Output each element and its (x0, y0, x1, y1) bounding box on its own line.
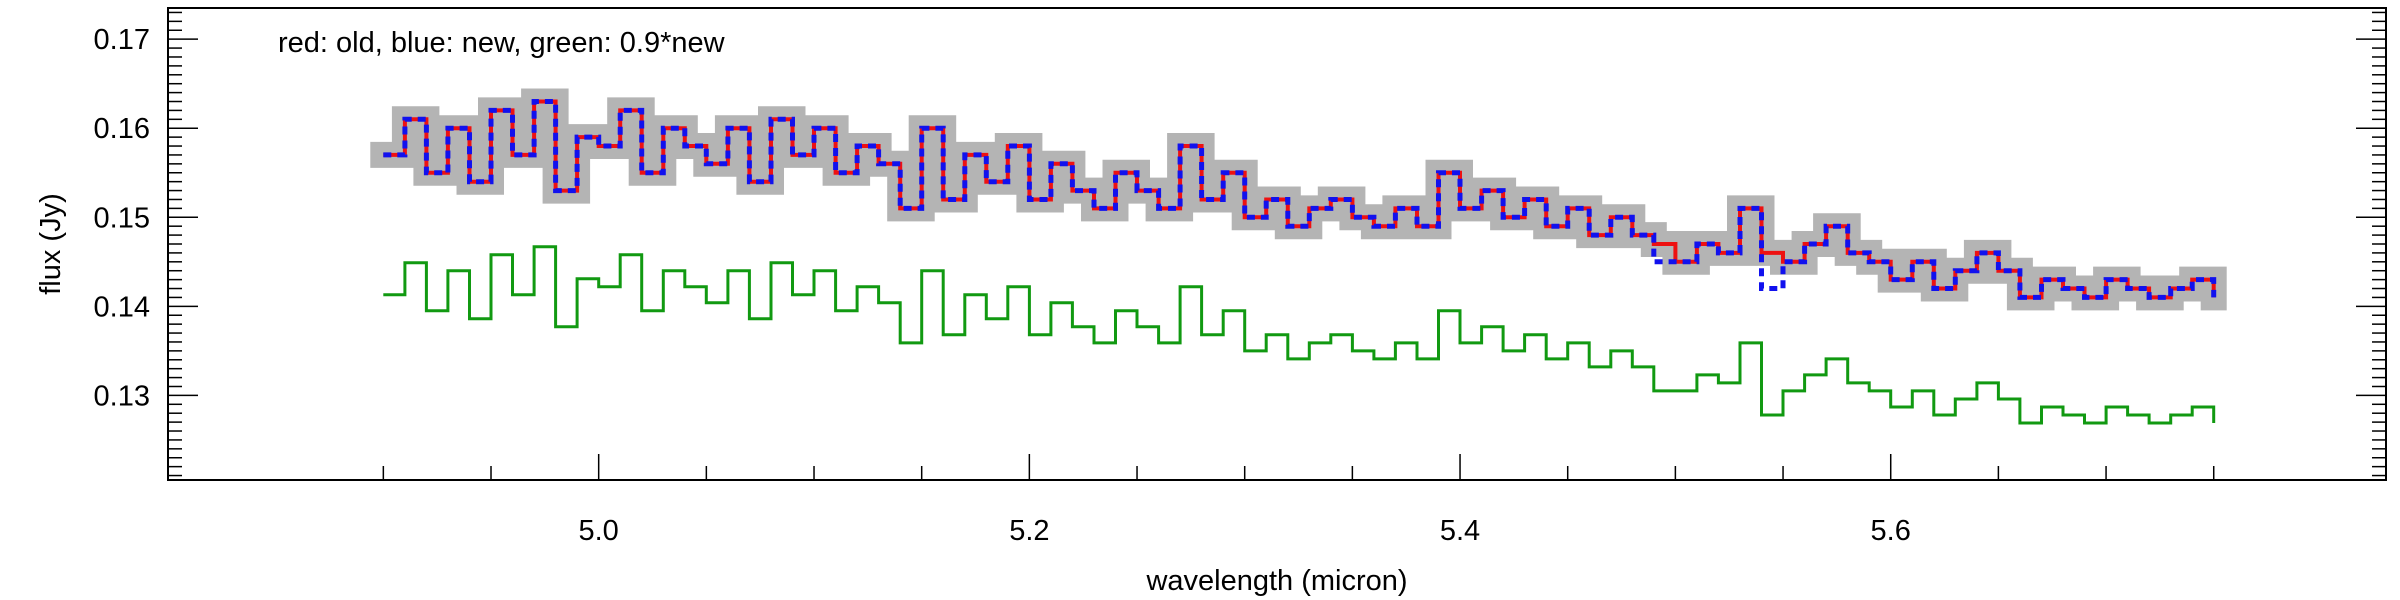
y-axis-tick-labels: 0.13 0.14 0.15 0.16 0.17 (94, 24, 150, 412)
y-tick-label: 0.13 (94, 380, 150, 412)
uncertainty-band (370, 88, 2227, 311)
x-tick-label: 5.4 (1440, 515, 1480, 547)
y-tick-label: 0.14 (94, 291, 150, 323)
y-axis-label: flux (Jy) (35, 193, 67, 295)
x-axis-label: wavelength (micron) (1145, 565, 1407, 597)
series-line-uncertainty (370, 88, 2227, 311)
series-line-scaled (383, 245, 2216, 425)
x-axis-ticks (382, 454, 2215, 480)
chart-annotation: red: old, blue: new, green: 0.9*new (278, 27, 726, 59)
x-tick-label: 5.2 (1009, 515, 1049, 547)
y-tick-label: 0.17 (94, 24, 150, 56)
series-new (383, 99, 2217, 300)
series-scaled-new (383, 245, 2216, 425)
plot-frame (167, 7, 2387, 481)
x-tick-label: 5.0 (579, 515, 619, 547)
y-tick-label: 0.15 (94, 202, 150, 234)
y-tick-label: 0.16 (94, 113, 150, 145)
y-axis-ticks (168, 11, 2386, 477)
plot-area (370, 88, 2227, 425)
x-tick-label: 5.6 (1871, 515, 1911, 547)
series-line-new (383, 99, 2217, 300)
x-axis-tick-labels: 5.0 5.2 5.4 5.6 (579, 515, 1911, 547)
